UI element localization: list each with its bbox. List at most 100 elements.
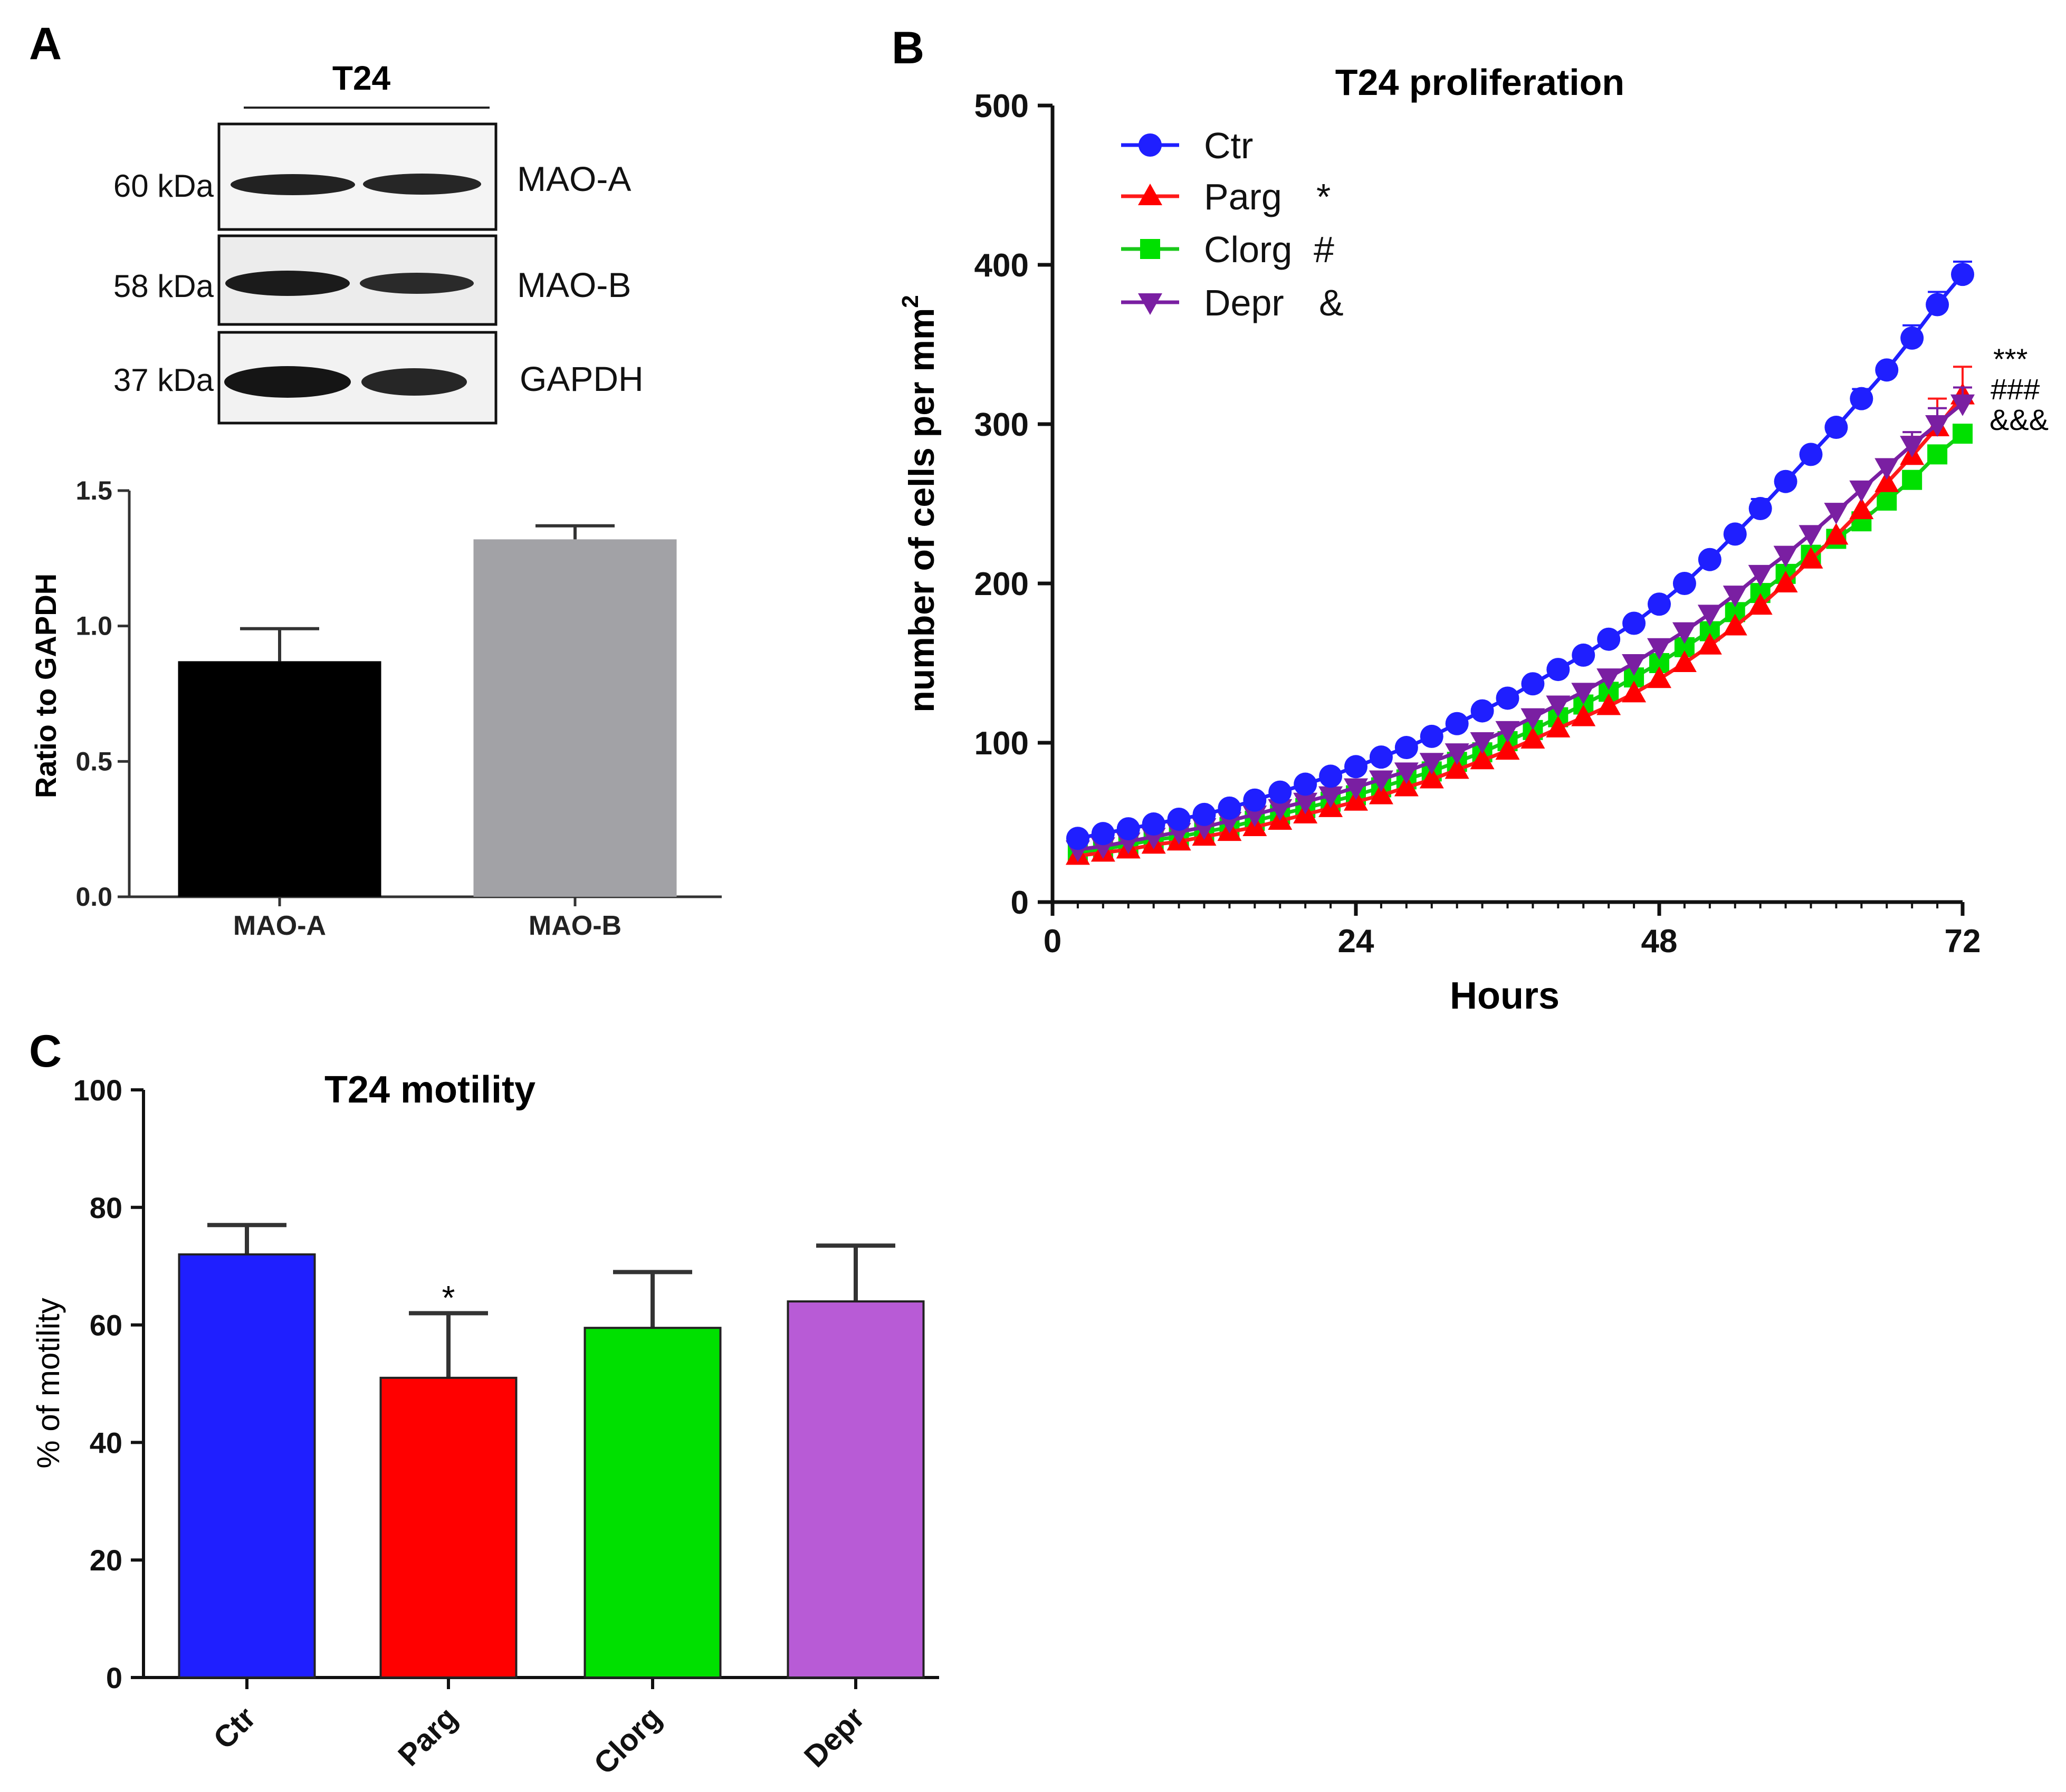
point-parg bbox=[1647, 666, 1671, 688]
ratio-y-tick-label: 0.5 bbox=[75, 746, 112, 776]
blot-kda-gapdh: 37 kDa bbox=[113, 362, 214, 398]
motility-bar-clorg bbox=[584, 1327, 722, 1679]
point-ctr bbox=[1470, 699, 1494, 723]
blot-protein-mao-a: MAO-A bbox=[517, 159, 631, 198]
motility-y-tick-label: 100 bbox=[73, 1074, 122, 1107]
point-depr bbox=[1445, 743, 1469, 765]
series-line-parg bbox=[1077, 394, 1964, 858]
point-parg bbox=[1849, 497, 1874, 520]
point-ctr bbox=[1622, 611, 1646, 635]
proliferation-series bbox=[1065, 260, 1975, 865]
motility-significance-parg: * bbox=[442, 1279, 455, 1317]
point-ctr bbox=[1116, 817, 1140, 841]
proliferation-y-axis-title-text: number of cells per mm bbox=[902, 308, 942, 713]
point-depr bbox=[1773, 545, 1798, 568]
point-ctr bbox=[1142, 812, 1165, 836]
point-ctr bbox=[1344, 755, 1367, 779]
point-depr bbox=[1824, 503, 1849, 525]
point-depr bbox=[1874, 458, 1899, 480]
point-ctr bbox=[1850, 387, 1873, 410]
legend-item-parg: Parg * bbox=[1121, 176, 1331, 217]
point-depr bbox=[1950, 394, 1975, 416]
point-ctr bbox=[1546, 658, 1570, 682]
point-parg bbox=[1824, 523, 1849, 545]
point-parg bbox=[1596, 693, 1621, 715]
point-ctr bbox=[1648, 592, 1671, 616]
point-clorg bbox=[1953, 424, 1973, 444]
point-ctr bbox=[1824, 416, 1848, 439]
legend-label-ctr: Ctr bbox=[1204, 125, 1253, 166]
motility-bars bbox=[178, 1223, 925, 1679]
point-depr bbox=[1672, 622, 1697, 644]
motility-bar-parg bbox=[379, 1376, 518, 1679]
motility-bar-depr bbox=[787, 1300, 925, 1679]
point-ctr bbox=[1394, 736, 1418, 760]
ratio-x-tick-label: MAO-A bbox=[233, 911, 326, 941]
point-ctr bbox=[1369, 745, 1393, 769]
point-depr bbox=[1242, 805, 1267, 827]
point-ctr bbox=[1698, 548, 1721, 571]
point-ctr bbox=[1926, 293, 1949, 317]
point-parg bbox=[1799, 547, 1823, 569]
point-depr bbox=[1849, 480, 1874, 502]
legend-marker-clorg bbox=[1140, 239, 1160, 259]
point-depr bbox=[1470, 732, 1495, 754]
blot-strip-mao-b bbox=[217, 234, 498, 326]
point-depr bbox=[1318, 786, 1343, 808]
point-depr bbox=[1925, 415, 1950, 437]
blot-cell-line-label: T24 bbox=[332, 59, 391, 97]
proliferation-y-tick-label: 200 bbox=[974, 566, 1029, 602]
proliferation-x-tick-label: 24 bbox=[1338, 923, 1374, 960]
legend-label-clorg: Clorg bbox=[1204, 229, 1292, 270]
legend-label-depr: Depr bbox=[1204, 282, 1284, 323]
point-ctr bbox=[1799, 443, 1823, 466]
proliferation-y-tick-label: 300 bbox=[974, 407, 1029, 443]
ratio-x-tick-label: MAO-B bbox=[529, 911, 621, 941]
point-parg bbox=[1445, 757, 1469, 779]
point-depr bbox=[1622, 654, 1647, 676]
proliferation-y-tick-label: 400 bbox=[974, 247, 1029, 284]
point-ctr bbox=[1091, 822, 1115, 846]
legend-item-clorg: Clorg # bbox=[1121, 229, 1334, 270]
ratio-y-tick-label: 1.5 bbox=[75, 476, 112, 505]
point-depr bbox=[1394, 762, 1419, 784]
point-ctr bbox=[1319, 764, 1343, 788]
motility-bar-ctr bbox=[178, 1253, 316, 1679]
legend-item-ctr: Ctr bbox=[1121, 125, 1253, 166]
proliferation-x-axis-title: Hours bbox=[1450, 975, 1560, 1017]
point-depr bbox=[1571, 683, 1596, 705]
legend-sig-clorg: # bbox=[1314, 229, 1334, 270]
point-ctr bbox=[1218, 796, 1241, 820]
point-ctr bbox=[1243, 788, 1267, 812]
point-ctr bbox=[1445, 712, 1469, 735]
panel-letter-a: A bbox=[29, 18, 62, 69]
proliferation-line-chart: T24 proliferation 0 100 200 300 400 500 0 24 48 7… bbox=[897, 62, 2049, 1017]
point-depr bbox=[1900, 436, 1925, 458]
motility-title: T24 motility bbox=[324, 1069, 535, 1111]
point-ctr bbox=[1521, 672, 1545, 696]
point-parg bbox=[1495, 738, 1520, 760]
point-ctr bbox=[1167, 807, 1191, 831]
series-parg bbox=[1065, 366, 1975, 865]
motility-y-tick-label: 60 bbox=[90, 1309, 122, 1342]
point-clorg bbox=[1927, 444, 1948, 465]
point-parg bbox=[1470, 748, 1495, 770]
proliferation-legend: Ctr Parg * Clorg # Depr & bbox=[1121, 125, 1344, 323]
proliferation-axes bbox=[1038, 103, 1965, 916]
proliferation-title: T24 proliferation bbox=[1335, 62, 1624, 103]
proliferation-tick-labels: 0 100 200 300 400 500 0 24 48 72 bbox=[974, 88, 1981, 960]
point-depr bbox=[1723, 586, 1747, 608]
legend-sig-parg: * bbox=[1316, 176, 1331, 217]
point-ctr bbox=[1294, 772, 1317, 796]
series-depr bbox=[1065, 386, 1975, 863]
point-ctr bbox=[1597, 627, 1621, 651]
series-line-ctr bbox=[1077, 273, 1964, 840]
point-ctr bbox=[1723, 522, 1747, 546]
legend-item-depr: Depr & bbox=[1121, 282, 1344, 323]
point-depr bbox=[1748, 564, 1773, 587]
point-depr bbox=[1369, 770, 1393, 792]
legend-marker-parg bbox=[1138, 184, 1162, 205]
point-ctr bbox=[1900, 326, 1924, 350]
point-ctr bbox=[1875, 358, 1899, 382]
panel-letter-c: C bbox=[29, 1026, 62, 1077]
